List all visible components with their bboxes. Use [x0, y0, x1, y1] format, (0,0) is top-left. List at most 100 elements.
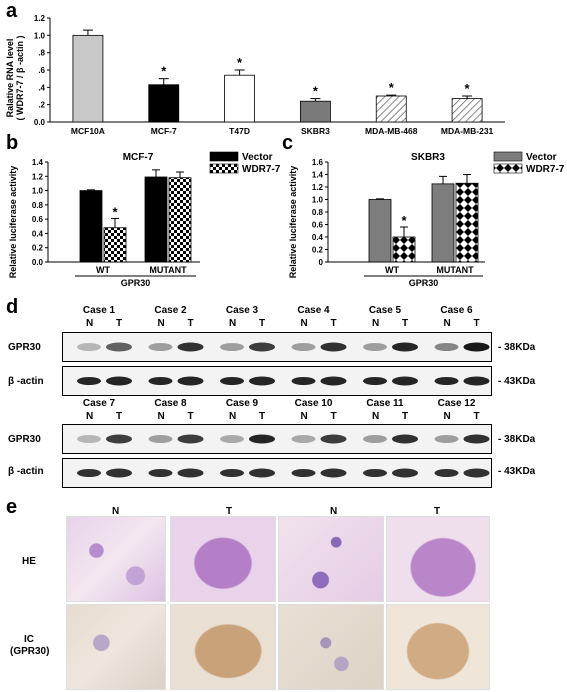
actin-row2-band-n — [220, 469, 244, 477]
blot-actin-row1 — [62, 366, 492, 396]
blot-row1-lane-t: T — [259, 318, 266, 329]
chart-c-ytick-label: 1.2 — [312, 183, 324, 192]
blot-row1-lane-n: N — [157, 318, 165, 329]
chart-c-ytick-label: 1.0 — [312, 196, 324, 205]
chart-b-title: MCF-7 — [123, 152, 154, 163]
panel-label-e: e — [6, 496, 18, 518]
chart-b-ytick-label: 1.0 — [32, 187, 44, 196]
chart-a-significance-star: * — [389, 80, 395, 95]
blot-row2-case-label: Case 10 — [294, 398, 333, 409]
actin-row2-band-n — [434, 469, 459, 477]
blot-row2-case-label: Case 9 — [225, 398, 259, 409]
chart-c-ytick-label: 0.8 — [312, 208, 324, 217]
blot-row1-case-label: Case 3 — [225, 305, 259, 316]
gpr30-row1-band-t — [249, 342, 275, 352]
chart-c-bar — [431, 183, 455, 263]
chart-a-category-label: MCF10A — [71, 126, 105, 136]
gpr30-row2-band-n — [77, 435, 101, 443]
actin-row2-band-n — [77, 469, 101, 477]
actin-row2-band-t — [392, 468, 418, 478]
ic-tumor-2 — [386, 604, 490, 690]
gpr30-row2-band-t — [106, 434, 132, 444]
chart-c-legend-swatch — [493, 151, 523, 162]
blot-row1-lane-n: N — [443, 318, 451, 329]
gpr30-row2-band-t — [463, 434, 490, 444]
gpr30-row2-band-t — [249, 434, 275, 444]
panel-label-c: c — [282, 132, 294, 154]
gpr30-row2-band-n — [291, 435, 316, 443]
chart-c-significance-star: * — [401, 213, 407, 228]
blot-row2-lane-t: T — [473, 411, 480, 422]
gpr30-row2-band-t — [392, 434, 418, 444]
actin-row1-band-n — [148, 377, 173, 385]
chart-a-significance-star: * — [237, 55, 243, 70]
gpr30-row2-band-n — [220, 435, 244, 443]
actin-row2-band-t — [463, 468, 490, 478]
blot-row2-lane-n: N — [300, 411, 308, 422]
gpr30-row2-band-n — [148, 435, 173, 443]
actin-row1-band-t — [463, 376, 490, 386]
chart-b-bar — [79, 190, 103, 263]
chart-c-bar — [368, 199, 392, 263]
blot-row1-case-label: Case 1 — [82, 305, 116, 316]
blot-row1-case-label: Case 5 — [368, 305, 402, 316]
chart-a-ylabel-line1: Ralative RNA level — [5, 39, 15, 118]
chart-a-ytick-label: .4 — [38, 83, 45, 92]
histo-row-he: HE — [22, 556, 36, 567]
actin-row1-band-n — [77, 377, 101, 385]
gpr30-row2-band-t — [177, 434, 204, 444]
chart-c-legend-swatch — [493, 163, 523, 174]
actin-label-row1: β -actin — [8, 376, 44, 387]
chart-a-significance-star: * — [313, 84, 319, 99]
histo-col-1: N — [112, 506, 120, 517]
gpr30-row1-band-t — [392, 342, 418, 352]
chart-c-legend-label: Vector — [526, 152, 557, 163]
blot-row1-case-label: Case 6 — [440, 305, 473, 316]
blot-row1-case-label: Case 4 — [297, 305, 330, 316]
chart-a-ytick-label: 0.0 — [34, 118, 46, 127]
chart-c-title: SKBR3 — [411, 152, 445, 163]
he-tumor-1 — [170, 516, 276, 602]
gpr30-row1-band-n — [77, 343, 101, 351]
gpr30-row1-band-n — [220, 343, 244, 351]
kda-43-row1: - 43KDa — [498, 376, 536, 387]
chart-a-category-label: MDA-MB-468 — [365, 126, 418, 136]
gpr30-row1-band-t — [463, 342, 490, 352]
gpr30-row1-band-t — [320, 342, 347, 352]
actin-row2-band-t — [249, 468, 275, 478]
gpr30-row1-band-n — [148, 343, 173, 351]
chart-c-ytick-label: 1.4 — [312, 171, 324, 180]
chart-c-skbr3-luciferase: Relative luciferase activity SKBR3 0 0.2 0… — [288, 151, 565, 288]
chart-c-ytick-label: 0.2 — [312, 246, 324, 255]
chart-a-category-label: T47D — [229, 126, 250, 136]
chart-b-ytick-label: 0.6 — [32, 215, 44, 224]
chart-c-bar — [455, 182, 479, 263]
actin-row2-band-n — [363, 469, 387, 477]
chart-b-legend-label: WDR7-7 — [242, 164, 280, 175]
chart-a-bar — [224, 74, 255, 123]
chart-a-ytick-label: .6 — [38, 66, 45, 75]
chart-a-category-label: MCF-7 — [151, 126, 177, 136]
gpr30-row1-band-t — [177, 342, 204, 352]
actin-row1-band-n — [220, 377, 244, 385]
chart-a-ylabel-line2: ( WDR7-7 / β -actin ) — [15, 36, 25, 121]
ic-normal-1 — [66, 604, 166, 690]
actin-row2-band-t — [177, 468, 204, 478]
blot-row2-lane-n: N — [372, 411, 380, 422]
chart-b-bar — [144, 176, 168, 263]
chart-a-bar — [451, 98, 483, 123]
chart-a-category-label: SKBR3 — [301, 126, 330, 136]
gpr30-row2-band-n — [434, 435, 459, 443]
blot-row1-lane-n: N — [300, 318, 308, 329]
gpr30-label-row2: GPR30 — [8, 434, 41, 445]
chart-b-ytick-label: 1.4 — [32, 158, 44, 167]
blot-gpr30-row1 — [62, 332, 492, 362]
chart-c-ytick-label: 0.6 — [312, 221, 324, 230]
panel-label-a: a — [6, 0, 18, 22]
histo-row-ic-1: IC — [24, 634, 34, 645]
chart-b-mcf7-luciferase: Relative luciferase activity MCF-7 0.0 0.… — [8, 151, 280, 288]
actin-row1-band-n — [363, 377, 387, 385]
kda-38-row2: - 38KDa — [498, 434, 536, 445]
gpr30-row1-band-t — [106, 342, 132, 352]
blot-row2-lane-t: T — [402, 411, 409, 422]
